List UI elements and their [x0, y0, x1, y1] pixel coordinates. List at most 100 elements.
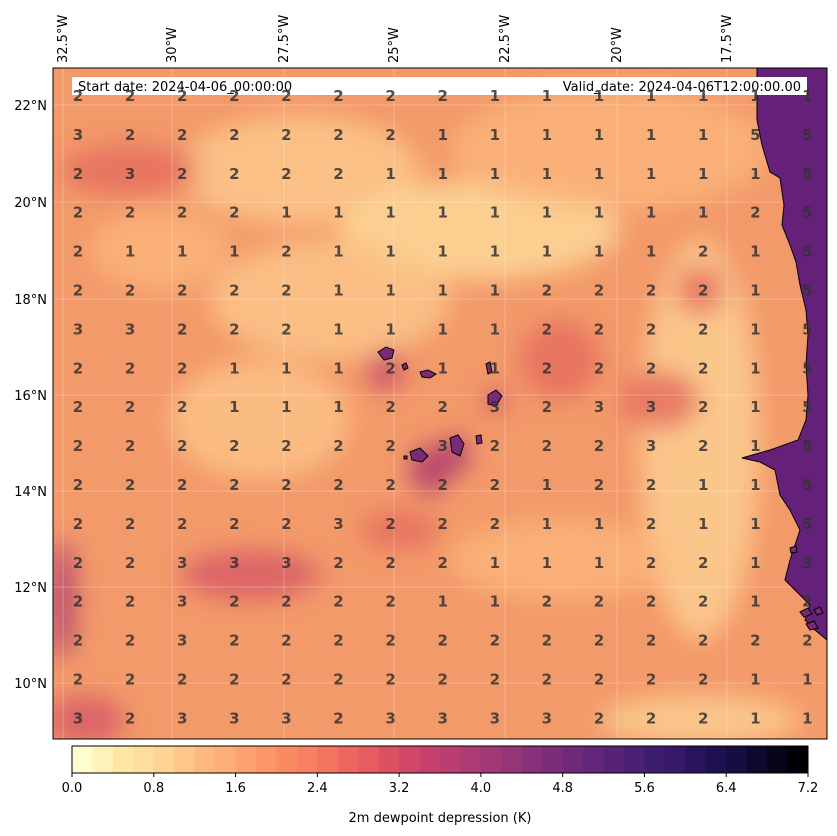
grid-value: 2 [229, 593, 239, 611]
grid-value: 2 [646, 709, 656, 727]
grid-value: 2 [229, 476, 239, 494]
grid-value: 2 [73, 359, 83, 377]
grid-value: 3 [125, 320, 135, 338]
grid-value: 1 [385, 243, 395, 261]
grid-value: 2 [333, 709, 343, 727]
longitude-labels: 32.5°W 30°W 27.5°W 25°W 22.5°W 20°W 17.5°W [56, 15, 735, 63]
valid-date-text: Valid_date: 2024-04-06T12:00:00.00 [563, 80, 801, 95]
grid-value: 1 [385, 165, 395, 183]
grid-value: 3 [802, 554, 812, 572]
colorbar-tick-label: 2.4 [307, 781, 328, 796]
grid-value: 1 [542, 476, 552, 494]
grid-value: 2 [281, 437, 291, 455]
grid-value: 2 [281, 671, 291, 689]
grid-value: 2 [698, 709, 708, 727]
grid-value: 2 [542, 282, 552, 300]
grid-value: 2 [333, 476, 343, 494]
grid-value: 1 [594, 165, 604, 183]
grid-value: 2 [281, 243, 291, 261]
grid-value: 5 [802, 204, 812, 222]
grid-value: 1 [281, 398, 291, 416]
grid-value: 5 [802, 398, 812, 416]
latitude-label: 16°N [14, 389, 47, 404]
grid-value: 2 [646, 282, 656, 300]
grid-value: 1 [490, 359, 500, 377]
colorbar-bin [767, 746, 789, 773]
grid-value: 2 [125, 632, 135, 650]
latitude-label: 10°N [14, 677, 47, 692]
grid-value: 1 [437, 243, 447, 261]
grid-value: 2 [594, 593, 604, 611]
grid-value: 1 [437, 320, 447, 338]
grid-value-labels: 2 2 2 2 2 2 2 2 1 1 1 1 1 1 1 3 2 2 2 2 2 2 1 1 1 1 1 1 5 5 2 3 2 2 2 2 1 1 1 1… [73, 87, 813, 727]
grid-value: 1 [698, 87, 708, 105]
colorbar-bin [603, 746, 625, 773]
colorbar-bin [746, 746, 768, 773]
grid-value: 2 [177, 437, 187, 455]
grid-value: 2 [646, 320, 656, 338]
grid-value: 2 [542, 632, 552, 650]
grid-value: 2 [177, 165, 187, 183]
grid-value: 2 [73, 671, 83, 689]
grid-value: 2 [750, 204, 760, 222]
grid-value: 1 [490, 204, 500, 222]
grid-value: 1 [437, 126, 447, 144]
grid-value: 3 [73, 709, 83, 727]
colorbar-bin [153, 746, 175, 773]
grid-value: 1 [594, 515, 604, 533]
grid-value: 1 [750, 165, 760, 183]
grid-value: 2 [646, 632, 656, 650]
grid-value: 1 [490, 165, 500, 183]
colorbar-bin [726, 746, 748, 773]
grid-value: 2 [281, 476, 291, 494]
grid-value: 3 [177, 593, 187, 611]
grid-value: 1 [437, 359, 447, 377]
grid-value: 3 [177, 554, 187, 572]
grid-value: 5 [802, 165, 812, 183]
colorbar-bin [480, 746, 502, 773]
grid-value: 2 [437, 632, 447, 650]
grid-value: 1 [698, 515, 708, 533]
grid-value: 1 [750, 359, 760, 377]
grid-value: 2 [73, 243, 83, 261]
grid-value: 2 [125, 554, 135, 572]
grid-value: 5 [802, 126, 812, 144]
colorbar-bin [92, 746, 114, 773]
colorbar-tick-label: 7.2 [798, 781, 819, 796]
grid-value: 2 [229, 165, 239, 183]
colorbar-bin [501, 746, 523, 773]
grid-value: 3 [437, 709, 447, 727]
grid-value: 1 [385, 282, 395, 300]
colorbar-bin [256, 746, 277, 773]
grid-value: 2 [542, 398, 552, 416]
grid-value: 1 [750, 476, 760, 494]
grid-value: 2 [73, 515, 83, 533]
grid-value: 1 [229, 243, 239, 261]
grid-value: 2 [594, 320, 604, 338]
grid-value: 2 [437, 476, 447, 494]
grid-value: 2 [385, 515, 395, 533]
latitude-label: 14°N [14, 485, 47, 500]
grid-value: 2 [333, 87, 343, 105]
grid-value: 2 [594, 671, 604, 689]
grid-value: 3 [125, 165, 135, 183]
grid-value: 2 [73, 282, 83, 300]
grid-value: 2 [542, 593, 552, 611]
colorbar-bin [685, 746, 707, 773]
latitude-label: 20°N [14, 196, 47, 211]
colorbar-bin [378, 746, 400, 773]
grid-value: 2 [594, 282, 604, 300]
grid-value: 1 [385, 320, 395, 338]
grid-value: 2 [177, 398, 187, 416]
grid-value: 2 [177, 476, 187, 494]
grid-value: 3 [490, 709, 500, 727]
grid-value: 2 [698, 671, 708, 689]
grid-value: 1 [698, 476, 708, 494]
colorbar-bin [235, 746, 257, 773]
grid-value: 2 [229, 87, 239, 105]
grid-value: 1 [229, 398, 239, 416]
grid-value: 1 [437, 204, 447, 222]
colorbar-bin [72, 746, 93, 773]
grid-value: 1 [490, 554, 500, 572]
